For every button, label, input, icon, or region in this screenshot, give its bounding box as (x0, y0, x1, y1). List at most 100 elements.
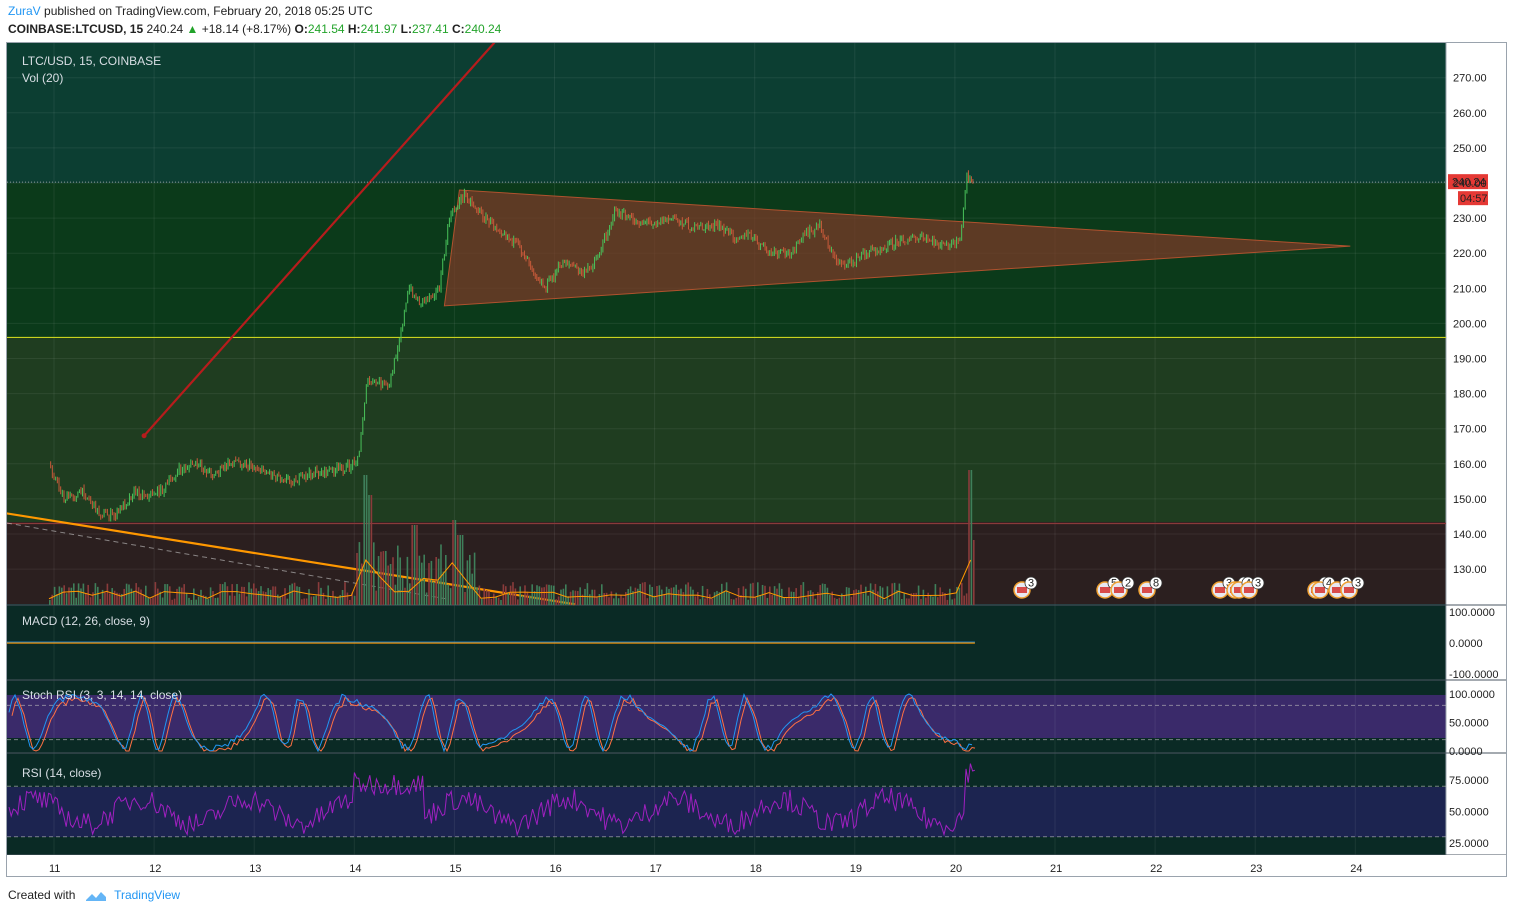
volume-bar (766, 597, 769, 605)
volume-bar (624, 592, 627, 605)
volume-bar (161, 597, 164, 605)
volume-bar (958, 587, 961, 605)
volume-bar (404, 587, 406, 605)
volume-bar (776, 588, 778, 605)
volume-bar (346, 592, 349, 605)
volume-bar (701, 585, 704, 605)
volume-bar (274, 586, 277, 605)
volume-bar (932, 596, 934, 605)
volume-pane-title: Vol (20) (22, 71, 64, 85)
volume-bar (850, 596, 853, 605)
volume-bar (828, 595, 831, 605)
volume-bar (312, 596, 315, 605)
volume-bar (884, 599, 886, 605)
volume-bar (670, 587, 673, 605)
volume-bar (399, 557, 401, 605)
volume-bar (881, 587, 884, 605)
volume-bar (845, 587, 848, 605)
event-count-badge (1351, 576, 1365, 590)
volume-bar (360, 563, 363, 605)
volume-bar (749, 583, 752, 605)
volume-bar (77, 583, 80, 605)
volume-moving-average (48, 559, 972, 600)
volume-bar (615, 592, 617, 605)
price-axis-label: 240.00 (1453, 178, 1487, 190)
volume-bar (214, 598, 217, 605)
volume-bar (800, 584, 802, 605)
volume-bar (245, 596, 248, 605)
volume-bar (555, 599, 557, 605)
volume-bar (348, 599, 351, 605)
volume-bar (452, 520, 454, 605)
volume-bar (574, 590, 577, 605)
time-axis-label: 19 (850, 863, 862, 875)
volume-bar (286, 598, 289, 605)
volume-bar (394, 584, 397, 605)
volume-bar (466, 560, 469, 605)
main-pane-title: LTC/USD, 15, COINBASE (22, 54, 162, 68)
volume-bar (219, 583, 221, 605)
author-link[interactable]: ZuraV (8, 4, 41, 18)
volume-bar (454, 520, 457, 605)
volume-bar (754, 596, 757, 605)
volume-bar (382, 551, 385, 605)
volume-bar (72, 583, 75, 605)
volume-bar (207, 599, 209, 605)
volume-bar (185, 593, 188, 605)
price-axis-label: 270.00 (1453, 73, 1487, 85)
volume-bar (260, 586, 262, 605)
volume-bar (392, 557, 394, 605)
volume-bar (178, 586, 181, 605)
volume-bar (459, 535, 461, 605)
volume-bar (668, 588, 670, 605)
volume-bar (900, 599, 903, 605)
volume-bar (372, 542, 375, 605)
us-flag-stripes (1100, 587, 1110, 593)
volume-bar (612, 598, 615, 605)
volume-bar (636, 588, 639, 605)
volume-bar (569, 591, 572, 605)
volume-bar (802, 582, 805, 605)
chart-area[interactable]: 240.24 04:57 270.00 260.00 250.00 240.00 230.0… (6, 42, 1507, 877)
us-flag-stripes (1315, 587, 1325, 593)
volume-bar (912, 592, 915, 605)
volume-bar (281, 594, 284, 605)
volume-bar (166, 584, 169, 605)
tradingview-link[interactable]: TradingView (114, 888, 181, 902)
volume-bar (680, 588, 682, 605)
volume-bar (308, 589, 310, 605)
price-axis-label: 250.00 (1453, 143, 1487, 155)
volume-bar (190, 599, 193, 605)
volume-bar (507, 592, 509, 605)
volume-bar (250, 588, 253, 605)
volume-bar (600, 584, 603, 605)
volume-bar (228, 595, 231, 605)
volume-bar (869, 583, 872, 605)
volume-bar (879, 586, 881, 605)
volume-bar (231, 584, 233, 605)
volume-bar (804, 597, 807, 605)
volume-bar (120, 594, 123, 605)
low-value: 237.41 (411, 22, 449, 36)
volume-bar (908, 598, 910, 605)
volume-bar (423, 554, 425, 605)
volume-bar (298, 586, 301, 605)
event-count-text: 8 (1153, 578, 1159, 590)
volume-bar (713, 592, 716, 605)
price-axis-label: 160.00 (1453, 459, 1487, 471)
volume-bar (363, 475, 365, 605)
chart-canvas[interactable]: 240.2404:57270.00260.00250.00240.00230.0… (7, 43, 1507, 877)
volume-bar (63, 585, 65, 605)
volume-bar (358, 542, 361, 605)
volume-bar (528, 595, 531, 605)
volume-bar (718, 592, 721, 605)
volume-bar (58, 586, 61, 605)
volume-bar (965, 593, 968, 605)
volume-bar (322, 592, 325, 605)
volume-bar (653, 595, 656, 605)
volume-bar (70, 587, 73, 605)
volume-bar (581, 594, 584, 605)
volume-bar (118, 593, 121, 605)
volume-bar (514, 588, 517, 605)
volume-bar (572, 590, 574, 605)
